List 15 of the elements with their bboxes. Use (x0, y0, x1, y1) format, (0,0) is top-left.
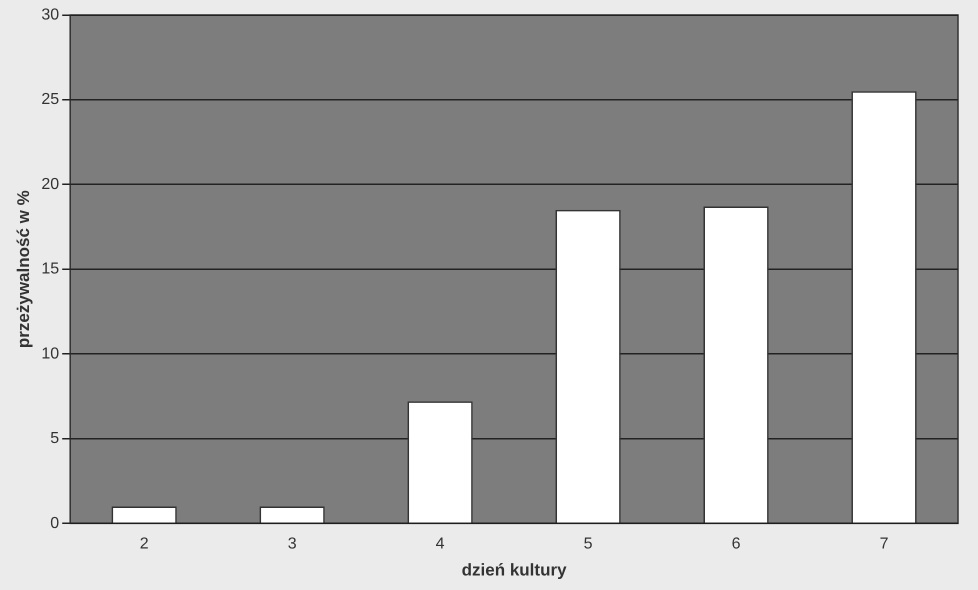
y-tick-label: 20 (41, 176, 60, 193)
y-tick-label: 0 (50, 514, 60, 532)
y-tick-label: 10 (41, 345, 60, 362)
y-tick-label: 5 (50, 430, 60, 448)
y-tick-label: 30 (41, 6, 60, 24)
y-axis-title: przeżywalność w % (14, 190, 33, 348)
x-tick-label: 6 (732, 535, 741, 552)
y-tick-label: 15 (41, 260, 60, 278)
x-tick-label: 7 (880, 535, 889, 552)
x-tick-label: 2 (140, 535, 149, 552)
y-tick-label: 25 (41, 91, 60, 108)
x-tick-label: 3 (288, 535, 297, 552)
x-tick-label: 5 (584, 535, 593, 552)
x-tick-label: 4 (436, 535, 445, 552)
x-axis-title: dzień kultury (462, 560, 568, 580)
